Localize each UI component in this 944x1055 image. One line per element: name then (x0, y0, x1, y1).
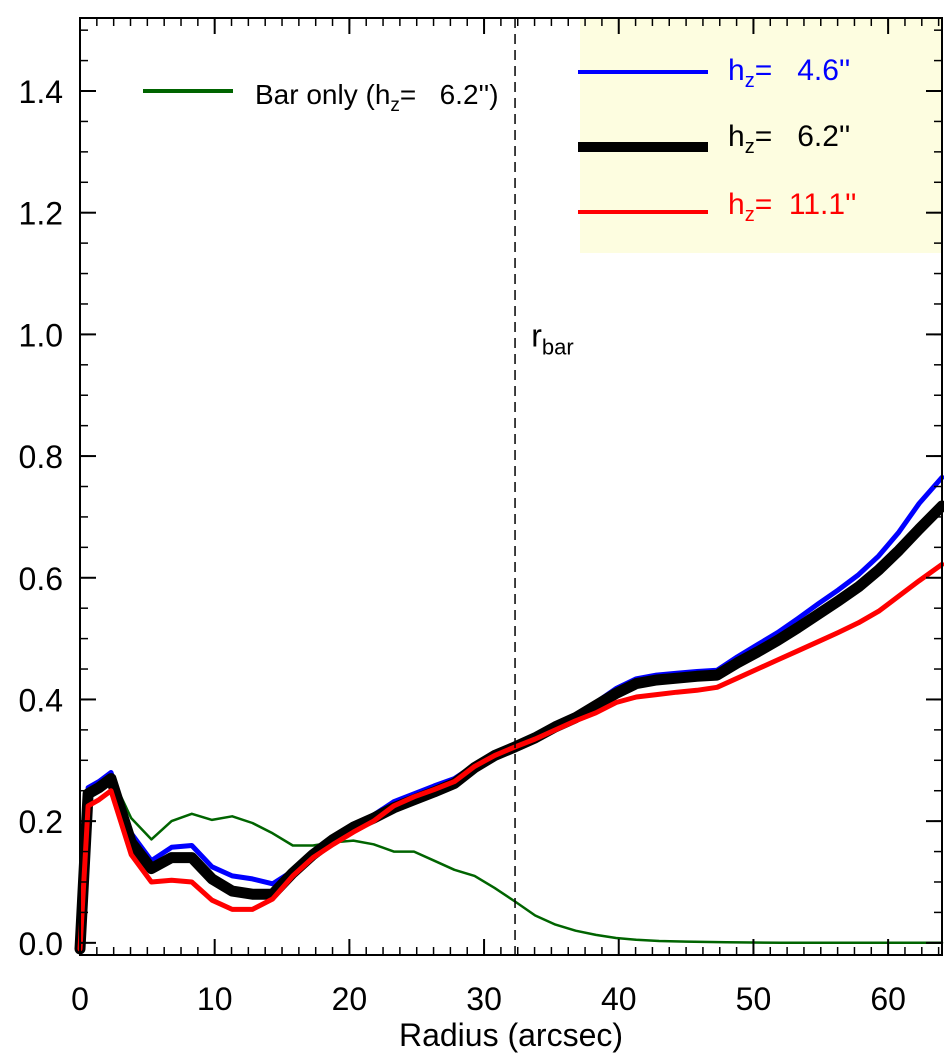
legend-hz-4.6-label: hz= 4.6'' (728, 54, 850, 92)
legend-bar-only-label: Bar only (hz= 6.2'') (255, 79, 499, 116)
series-hz-11.1 (77, 561, 944, 952)
legend-hz-6.2-text-rest: = 6.2'' (755, 120, 851, 153)
legend-bar-only-text-main: Bar only (h (255, 79, 390, 110)
y-tick-label: 0.4 (19, 682, 63, 718)
y-tick-label: 1.2 (19, 196, 63, 232)
series-bar-only (78, 774, 944, 951)
x-tick-label: 20 (332, 981, 368, 1017)
legend-hz-6.2-label: hz= 6.2'' (728, 120, 850, 158)
r-bar-sub: bar (542, 334, 574, 359)
legend-hz-11.1-label: hz= 11.1'' (728, 188, 857, 226)
legend-hz-6.2-text-main: h (728, 120, 745, 153)
y-tick-label: 0.6 (19, 561, 63, 597)
x-tick-label: 60 (870, 981, 906, 1017)
legend-hz-11.1-text-sub: z (745, 204, 755, 226)
legend-hz-4.6-text-sub: z (745, 70, 755, 92)
legend-hz-4.6-text-rest: = 4.6'' (755, 54, 851, 87)
legend-bar-only-text-sub: z (390, 95, 400, 116)
ticks-layer (79, 18, 942, 955)
y-tick-label: 0.8 (19, 439, 63, 475)
legend-hz-4.6-text-main: h (728, 54, 745, 87)
series-hz-6.2 (74, 500, 944, 955)
y-tick-label: 0.0 (19, 926, 63, 962)
x-tick-label: 30 (466, 981, 502, 1017)
x-tick-label: 0 (71, 981, 89, 1017)
y-tick-label: 1.4 (19, 74, 63, 110)
r-bar-main: r (531, 317, 542, 353)
x-tick-label: 40 (601, 981, 637, 1017)
series-layer (74, 474, 944, 955)
legend-bar-only-text-rest: = 6.2'') (400, 79, 499, 110)
legend-right: hz= 4.6'' hz= 6.2'' hz= 11.1'' (578, 54, 857, 226)
x-axis-label: Radius (arcsec) (399, 1017, 623, 1053)
tick-labels: 0 10 20 30 40 50 60 0.0 0.2 0.4 0.6 0.8 1.0 1.2 1.4 (19, 74, 906, 1017)
x-tick-label: 10 (197, 981, 233, 1017)
legend-hz-11.1-text-rest: = 11.1'' (755, 188, 857, 221)
y-tick-label: 0.2 (19, 804, 63, 840)
x-tick-label: 50 (736, 981, 772, 1017)
y-tick-label: 1.0 (19, 317, 63, 353)
legend-left: Bar only (hz= 6.2'') (143, 79, 499, 116)
legend-hz-11.1-text-main: h (728, 188, 745, 221)
legend-hz-6.2-text-sub: z (745, 136, 755, 158)
r-bar-annotation: rbar (531, 317, 573, 359)
